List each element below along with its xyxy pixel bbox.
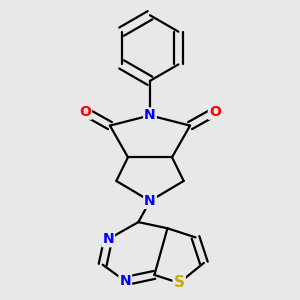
Text: O: O [79, 105, 91, 119]
Text: N: N [119, 274, 131, 288]
Text: O: O [209, 105, 221, 119]
Text: S: S [174, 275, 184, 290]
Text: N: N [144, 108, 156, 122]
Text: N: N [144, 194, 156, 208]
Text: N: N [102, 232, 114, 246]
